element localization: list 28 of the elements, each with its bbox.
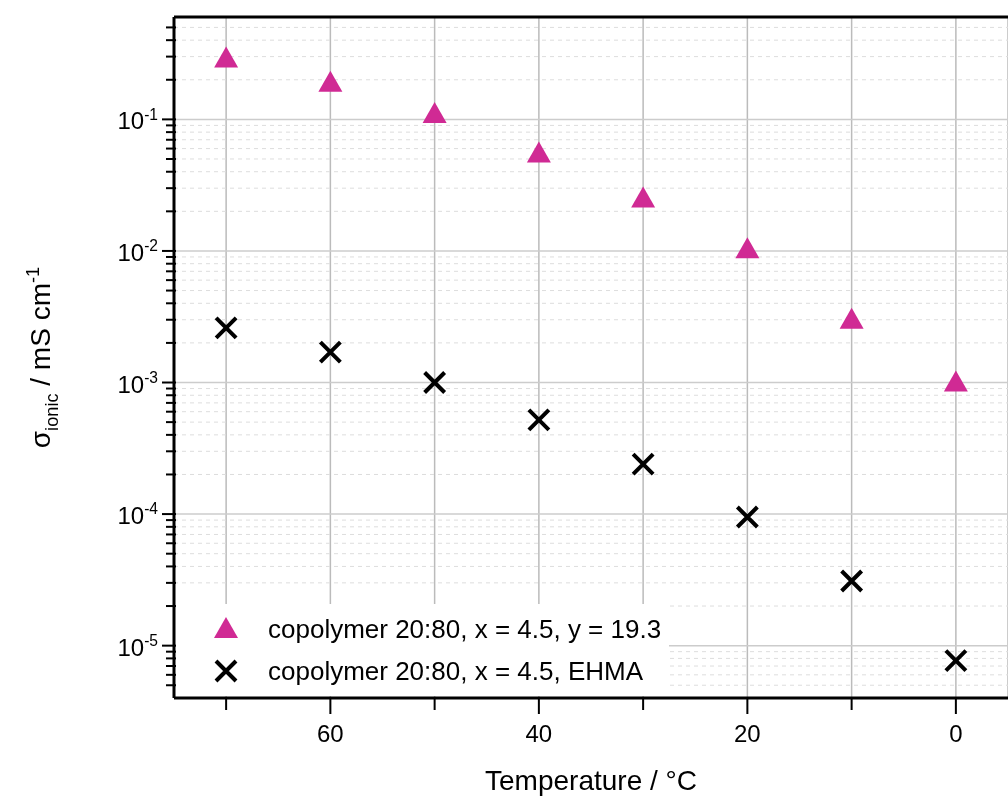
point [318, 70, 343, 92]
y-tick-label: 10$^{-5}$ [117, 632, 159, 661]
point [318, 340, 343, 365]
point [735, 505, 760, 530]
legend-label: copolymer 20:80, x = 4.5, EHMA [268, 655, 644, 687]
point [214, 46, 239, 68]
point [839, 307, 864, 329]
x-tick-label: 20 [734, 720, 761, 747]
y-tick-label: 10$^{-3}$ [117, 368, 158, 398]
y-tick-label: 10$^{-4}$ [117, 500, 159, 530]
point [214, 315, 239, 340]
point [943, 648, 968, 673]
point [526, 141, 551, 163]
y-tick-label: 10$^{-2}$ [117, 237, 158, 266]
point [839, 569, 864, 593]
x-tick-label: 40 [525, 720, 553, 747]
y-tick-label: 10$^{-1}$ [117, 105, 158, 135]
point [422, 370, 447, 395]
x-tick-label: 60 [317, 720, 344, 747]
point [631, 452, 656, 477]
point [422, 101, 447, 123]
point [735, 237, 760, 259]
point [631, 186, 656, 208]
x-axis-title: Temperature / °C [485, 765, 697, 796]
point [943, 370, 968, 392]
legend-label: copolymer 20:80, x = 4.5, y = 19.3 [268, 613, 662, 645]
point [526, 407, 551, 432]
x-tick-label: 0 [949, 720, 963, 747]
